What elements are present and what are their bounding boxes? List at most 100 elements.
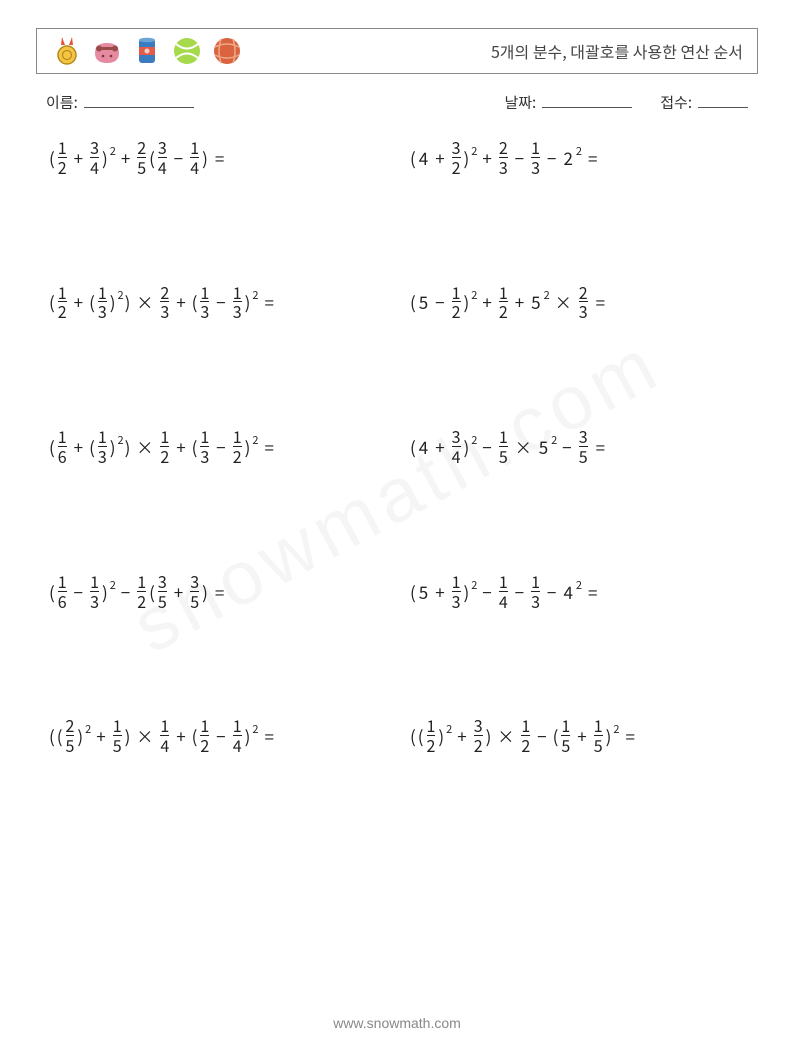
number: 2 bbox=[563, 149, 572, 166]
fraction: 12 bbox=[58, 139, 67, 176]
operator: − bbox=[562, 438, 571, 455]
left-paren: ( bbox=[49, 583, 55, 600]
operator: − bbox=[547, 149, 556, 166]
right-paren: ) bbox=[110, 293, 116, 310]
left-paren: ( bbox=[149, 149, 155, 166]
operator: − bbox=[537, 727, 546, 744]
name-blank[interactable] bbox=[84, 93, 194, 108]
fraction: 23 bbox=[579, 284, 588, 321]
fraction: 25 bbox=[137, 139, 146, 176]
left-paren: ( bbox=[192, 438, 198, 455]
can-icon bbox=[131, 35, 163, 67]
fraction: 12 bbox=[58, 284, 67, 321]
right-paren: ) bbox=[245, 727, 251, 744]
right-paren: ) bbox=[202, 583, 208, 600]
fraction: 12 bbox=[499, 284, 508, 321]
problem-1: (12+34)2+25(34−14)= bbox=[48, 139, 385, 176]
right-paren: ) bbox=[202, 149, 208, 166]
equals-sign: = bbox=[215, 149, 224, 166]
score-label: 접수: bbox=[660, 92, 692, 113]
operator: + bbox=[74, 149, 83, 166]
problem-5: (16+(13)2)×12+(13−12)2= bbox=[48, 428, 385, 465]
fraction: 13 bbox=[452, 573, 461, 610]
fraction: 12 bbox=[200, 717, 209, 754]
operator: × bbox=[136, 438, 153, 455]
dumbbell-icon bbox=[91, 35, 123, 67]
fraction: 34 bbox=[158, 139, 167, 176]
operator: × bbox=[136, 727, 153, 744]
fraction: 15 bbox=[594, 717, 603, 754]
operator: − bbox=[174, 149, 183, 166]
left-paren: ( bbox=[410, 727, 416, 744]
right-paren: ) bbox=[102, 583, 108, 600]
right-paren: ) bbox=[125, 293, 131, 310]
left-paren: ( bbox=[89, 438, 95, 455]
right-paren: ) bbox=[102, 149, 108, 166]
operator: + bbox=[482, 293, 491, 310]
operator: − bbox=[216, 438, 225, 455]
operator: + bbox=[74, 438, 83, 455]
fraction: 14 bbox=[160, 717, 169, 754]
fraction: 16 bbox=[58, 428, 67, 465]
number: 5 bbox=[539, 438, 548, 455]
right-paren: ) bbox=[125, 438, 131, 455]
right-paren: ) bbox=[125, 727, 131, 744]
fraction: 15 bbox=[113, 717, 122, 754]
fraction: 12 bbox=[427, 717, 436, 754]
exponent: 2 bbox=[471, 290, 477, 301]
exponent: 2 bbox=[117, 290, 123, 301]
info-row: 이름: 날짜: 접수: bbox=[46, 92, 748, 113]
exponent: 2 bbox=[544, 290, 550, 301]
operator: + bbox=[435, 438, 444, 455]
fraction: 35 bbox=[579, 428, 588, 465]
equals-sign: = bbox=[588, 149, 597, 166]
number: 5 bbox=[419, 293, 428, 310]
operator: × bbox=[136, 293, 153, 310]
left-paren: ( bbox=[49, 149, 55, 166]
fraction: 14 bbox=[499, 573, 508, 610]
operator: − bbox=[435, 293, 444, 310]
fraction: 15 bbox=[499, 428, 508, 465]
fraction: 13 bbox=[98, 428, 107, 465]
left-paren: ( bbox=[410, 438, 416, 455]
right-paren: ) bbox=[464, 438, 470, 455]
score-blank[interactable] bbox=[698, 93, 748, 108]
date-blank[interactable] bbox=[542, 93, 632, 108]
exponent: 2 bbox=[110, 580, 116, 591]
right-paren: ) bbox=[464, 149, 470, 166]
fraction: 15 bbox=[561, 717, 570, 754]
fraction: 35 bbox=[190, 573, 199, 610]
operator: + bbox=[176, 438, 185, 455]
problem-6: (4+34)2−15×52−35= bbox=[409, 428, 746, 465]
exponent: 2 bbox=[252, 724, 258, 735]
operator: − bbox=[515, 583, 524, 600]
exponent: 2 bbox=[85, 724, 91, 735]
exponent: 2 bbox=[576, 580, 582, 591]
right-paren: ) bbox=[464, 583, 470, 600]
equals-sign: = bbox=[264, 727, 273, 744]
problem-3: (12+(13)2)×23+(13−13)2= bbox=[48, 284, 385, 321]
problem-10: ((12)2+32)×12−(15+15)2= bbox=[409, 717, 746, 754]
operator: + bbox=[176, 293, 185, 310]
left-paren: ( bbox=[410, 583, 416, 600]
name-label: 이름: bbox=[46, 92, 78, 113]
yarn-ball-icon bbox=[211, 35, 243, 67]
number: 4 bbox=[419, 438, 428, 455]
fraction: 13 bbox=[200, 428, 209, 465]
fraction: 25 bbox=[66, 717, 75, 754]
problem-7: (16−13)2−12(35+35)= bbox=[48, 573, 385, 610]
operator: × bbox=[497, 727, 514, 744]
operator: + bbox=[482, 149, 491, 166]
fraction: 13 bbox=[90, 573, 99, 610]
exponent: 2 bbox=[551, 435, 557, 446]
right-paren: ) bbox=[464, 293, 470, 310]
fraction: 13 bbox=[200, 284, 209, 321]
equals-sign: = bbox=[625, 727, 634, 744]
left-paren: ( bbox=[410, 149, 416, 166]
left-paren: ( bbox=[49, 293, 55, 310]
right-paren: ) bbox=[486, 727, 492, 744]
icons-row bbox=[51, 35, 243, 67]
left-paren: ( bbox=[49, 727, 55, 744]
number: 4 bbox=[419, 149, 428, 166]
operator: + bbox=[74, 293, 83, 310]
